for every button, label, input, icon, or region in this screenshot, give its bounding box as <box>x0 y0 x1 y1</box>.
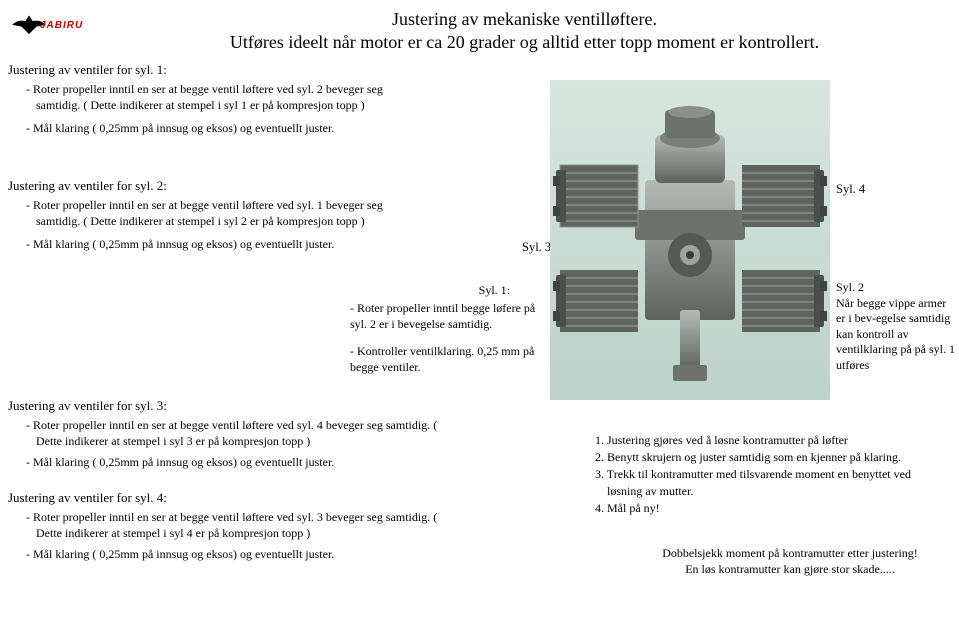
heading-cyl-3: Justering av ventiler for syl. 3: <box>8 398 448 414</box>
heading-cyl-4: Justering av ventiler for syl. 4: <box>8 490 448 506</box>
callout-label: Syl. 1: <box>350 282 550 298</box>
cylinder-2-fins <box>742 270 827 332</box>
title-line-1: Justering av mekaniske ventilløftere. <box>100 8 949 31</box>
note-label: Syl. 2 <box>836 280 956 296</box>
step-text: 3. Trekk til kontramutter med tilsvarend… <box>595 466 945 498</box>
bullet-text: - Roter propeller inntil en ser at begge… <box>26 82 428 113</box>
step-text: 1. Justering gjøres ved å løsne kontramu… <box>595 432 945 448</box>
section-cyl-3: Justering av ventiler for syl. 3: - Rote… <box>8 398 448 475</box>
note-cyl-2: Syl. 2 Når begge vippe armer er i bev-eg… <box>836 280 956 374</box>
cylinder-4-fins <box>742 165 827 227</box>
callout-text: - Kontroller ventilklaring. 0,25 mm på b… <box>350 343 550 375</box>
bullet-text: - Roter propeller inntil en ser at begge… <box>26 510 448 541</box>
cylinder-3-fins <box>553 165 638 227</box>
step-text: 4. Mål på ny! <box>595 500 945 516</box>
note-text: Når begge vippe armer er i bev-egelse sa… <box>836 296 956 374</box>
warning-text: Dobbelsjekk moment på kontramutter etter… <box>625 545 955 577</box>
warning-line: Dobbelsjekk moment på kontramutter etter… <box>625 545 955 561</box>
callout-cyl-1: Syl. 1: - Roter propeller inntil begge l… <box>350 282 550 375</box>
bullet-text: - Mål klaring ( 0,25mm på innsug og ekso… <box>26 455 448 471</box>
callout-text: - Roter propeller inntil begge løfere på… <box>350 300 550 332</box>
title-line-2: Utføres ideelt når motor er ca 20 grader… <box>100 31 949 54</box>
page-title: Justering av mekaniske ventilløftere. Ut… <box>100 8 949 55</box>
engine-diagram <box>550 80 830 400</box>
brand-logo: JABIRU <box>10 8 80 40</box>
heading-cyl-1: Justering av ventiler for syl. 1: <box>8 62 428 78</box>
section-cyl-4: Justering av ventiler for syl. 4: - Rote… <box>8 490 448 567</box>
section-cyl-2: Justering av ventiler for syl. 2: - Rote… <box>8 178 428 257</box>
label-cyl-3: Syl. 3 <box>522 240 551 255</box>
adjustment-steps: 1. Justering gjøres ved å løsne kontramu… <box>595 432 945 517</box>
brand-text: JABIRU <box>40 20 83 31</box>
heading-cyl-2: Justering av ventiler for syl. 2: <box>8 178 428 194</box>
bullet-text: - Roter propeller inntil en ser at begge… <box>26 418 448 449</box>
cylinder-1-fins <box>553 270 638 332</box>
bullet-text: - Mål klaring ( 0,25mm på innsug og ekso… <box>26 547 448 563</box>
bullet-text: - Mål klaring ( 0,25mm på innsug og ekso… <box>26 237 428 253</box>
warning-line: En løs kontramutter kan gjøre stor skade… <box>625 561 955 577</box>
step-text: 2. Benytt skrujern og juster samtidig so… <box>595 449 945 465</box>
bullet-text: - Roter propeller inntil en ser at begge… <box>26 198 428 229</box>
bullet-text: - Mål klaring ( 0,25mm på innsug og ekso… <box>26 121 428 137</box>
section-cyl-1: Justering av ventiler for syl. 1: - Rote… <box>8 62 428 141</box>
label-cyl-4: Syl. 4 <box>836 182 865 197</box>
